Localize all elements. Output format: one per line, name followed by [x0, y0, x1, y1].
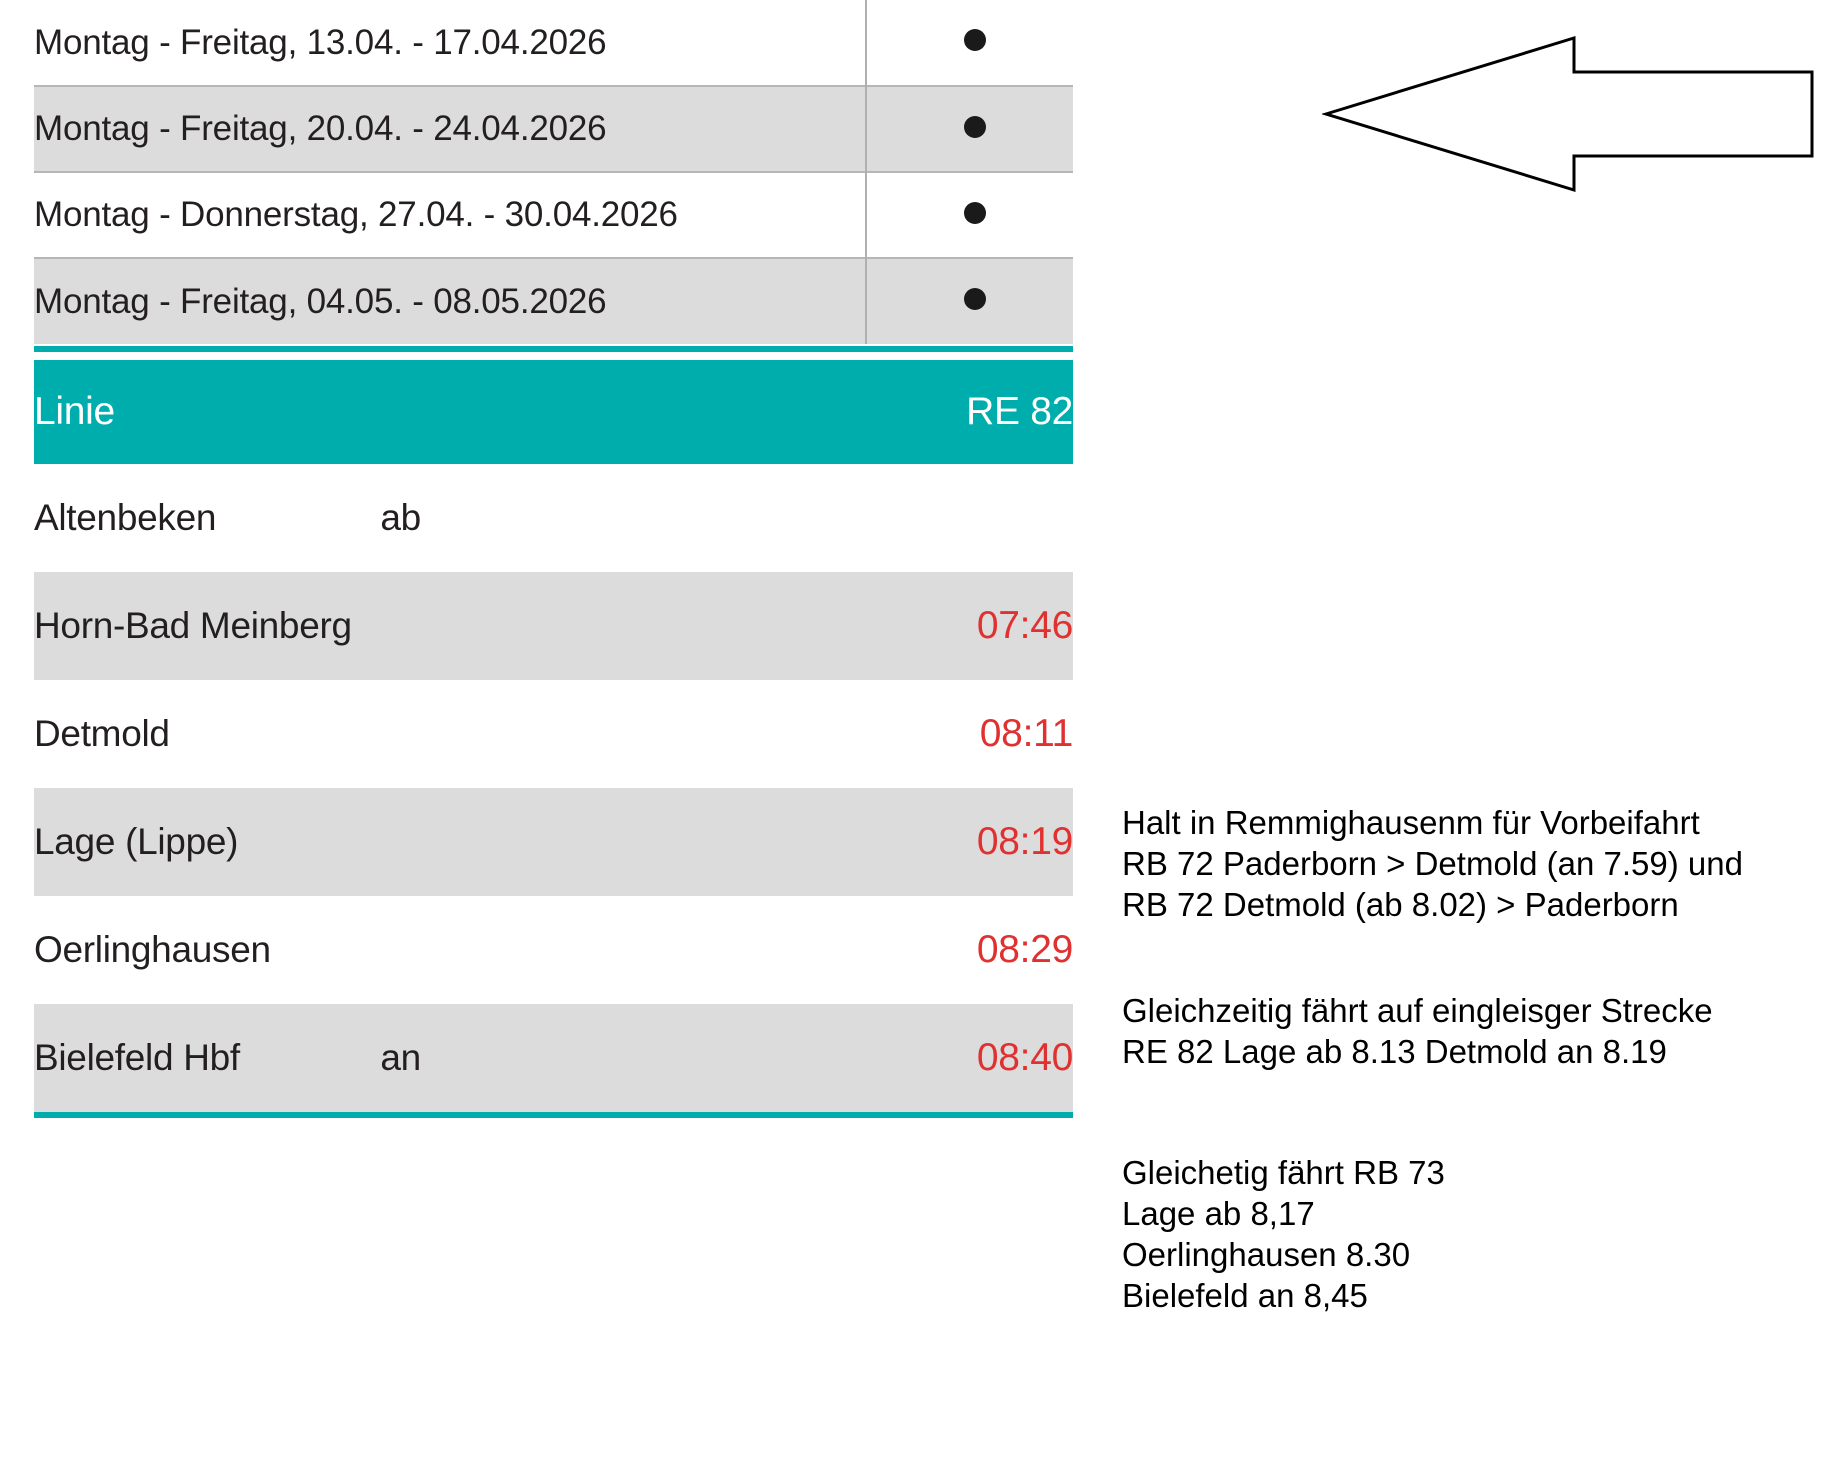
bullet-dot-icon: [964, 201, 986, 224]
validity-period-table: Montag - Freitag, 13.04. - 17.04.2026 Mo…: [34, 0, 1073, 344]
column-divider: [865, 85, 877, 172]
note-parallel-rb73: Gleichetig fährt RB 73 Lage ab 8,17 Oerl…: [1122, 1154, 1445, 1314]
stop-time: 07:46: [976, 604, 1073, 647]
stop-name: Oerlinghausen: [34, 929, 271, 970]
stops-table: Linie RE 82 Altenbeken ab Horn-Bad Meinb…: [34, 360, 1073, 1112]
validity-period-label: Montag - Donnerstag, 27.04. - 30.04.2026: [34, 171, 866, 258]
validity-period-mark-cell: [877, 0, 1073, 86]
table-row[interactable]: Altenbeken ab: [34, 464, 1073, 572]
line-header-value: RE 82: [966, 390, 1073, 433]
stop-arrival-departure-flag: [380, 572, 726, 680]
table-row[interactable]: Bielefeld Hbf an 08:40: [34, 1004, 1073, 1112]
stop-name: Lage (Lippe): [34, 821, 239, 862]
validity-period-label: Montag - Freitag, 04.05. - 08.05.2026: [34, 257, 866, 344]
column-divider: [865, 257, 877, 344]
table-bottom-rule: [34, 1112, 1073, 1118]
validity-period-mark-cell: [877, 85, 1073, 172]
table-row[interactable]: Montag - Donnerstag, 27.04. - 30.04.2026: [34, 171, 1073, 258]
validity-period-mark-cell: [877, 257, 1073, 344]
left-arrow-icon: [1322, 35, 1814, 193]
stop-arrival-departure-flag: ab: [380, 497, 421, 538]
column-divider: [865, 171, 877, 258]
stop-time: 08:29: [976, 928, 1073, 971]
timetable-panel: Montag - Freitag, 13.04. - 17.04.2026 Mo…: [34, 0, 1073, 1118]
stop-name: Horn-Bad Meinberg: [34, 605, 352, 646]
line-header-label: Linie: [34, 390, 115, 433]
table-row[interactable]: Lage (Lippe) 08:19: [34, 788, 1073, 896]
stop-arrival-departure-flag: an: [380, 1037, 421, 1078]
table-row[interactable]: Horn-Bad Meinberg 07:46: [34, 572, 1073, 680]
line-header-row: Linie RE 82: [34, 360, 1073, 464]
note-single-track-re82: Gleichzeitig fährt auf eingleisger Strec…: [1122, 992, 1713, 1070]
table-row[interactable]: Montag - Freitag, 13.04. - 17.04.2026: [34, 0, 1073, 86]
validity-period-mark-cell: [877, 171, 1073, 258]
bullet-dot-icon: [964, 288, 986, 310]
stop-time: 08:19: [976, 820, 1073, 863]
table-row[interactable]: Detmold 08:11: [34, 680, 1073, 788]
bullet-dot-icon: [964, 29, 986, 51]
bullet-dot-icon: [964, 115, 986, 138]
stop-time: 08:40: [976, 1036, 1073, 1079]
stop-time: [727, 464, 1073, 572]
section-divider-rule: [34, 346, 1073, 352]
stop-arrival-departure-flag: [380, 896, 726, 1004]
note-remmighausen-stop: Halt in Remmighausenm für Vorbeifahrt RB…: [1122, 804, 1743, 923]
stop-arrival-departure-flag: [380, 680, 726, 788]
stop-name: Altenbeken: [34, 497, 217, 538]
table-row[interactable]: Oerlinghausen 08:29: [34, 896, 1073, 1004]
column-divider: [865, 0, 877, 86]
table-row[interactable]: Montag - Freitag, 04.05. - 08.05.2026: [34, 257, 1073, 344]
stop-name: Detmold: [34, 713, 170, 754]
stop-name: Bielefeld Hbf: [34, 1037, 240, 1078]
stop-arrival-departure-flag: [380, 788, 726, 896]
stop-time: 08:11: [979, 712, 1074, 755]
validity-period-label: Montag - Freitag, 20.04. - 24.04.2026: [34, 85, 866, 172]
validity-period-label: Montag - Freitag, 13.04. - 17.04.2026: [34, 22, 607, 62]
table-row[interactable]: Montag - Freitag, 20.04. - 24.04.2026: [34, 85, 1073, 172]
